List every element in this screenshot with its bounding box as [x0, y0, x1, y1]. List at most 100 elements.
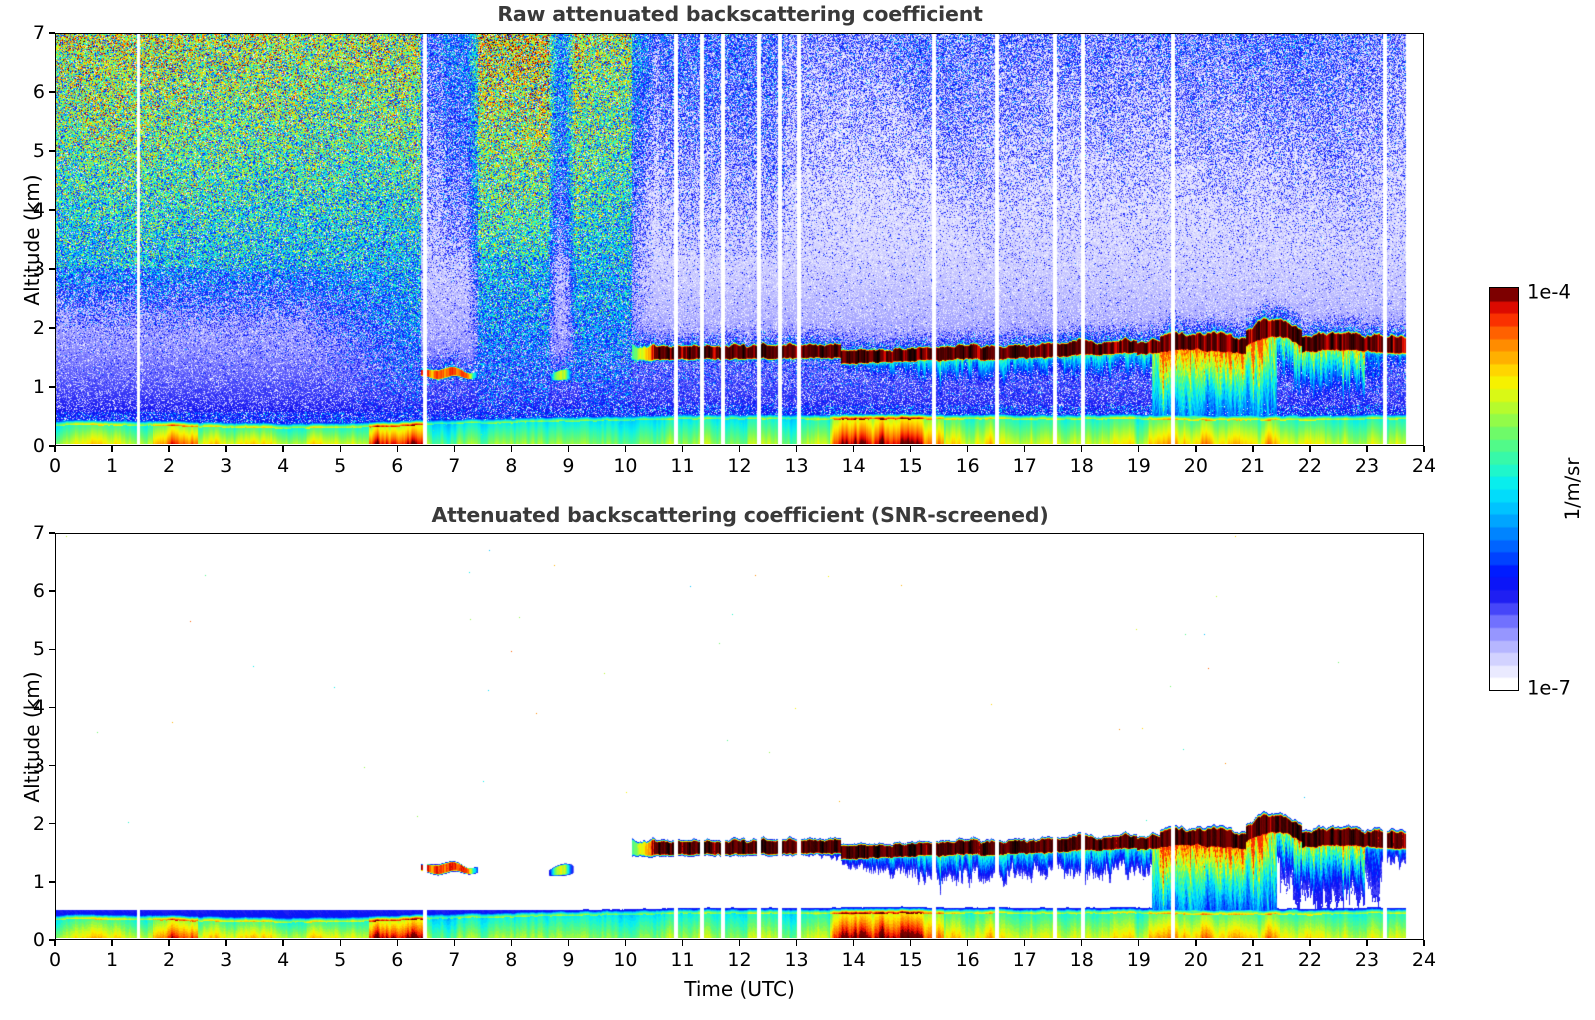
x-tick-label: 15: [898, 455, 923, 477]
x-tick-label: 20: [1183, 455, 1208, 477]
y-tick-label: 0: [32, 929, 45, 951]
y-axis-label-screened: Altitude (km): [20, 671, 44, 803]
x-tick: [1366, 940, 1368, 946]
x-tick: [852, 446, 855, 452]
y-tick-label: 5: [32, 140, 45, 162]
x-tick-label: 23: [1354, 949, 1380, 971]
y-tick-label: 2: [32, 812, 45, 835]
y-tick: [49, 648, 55, 650]
x-tick: [396, 446, 398, 452]
x-tick-label: 14: [841, 455, 866, 477]
x-tick-label: 7: [448, 455, 461, 477]
x-tick-label: 4: [277, 949, 290, 971]
y-tick-label: 1: [32, 870, 45, 893]
x-tick-label: 5: [334, 949, 347, 971]
x-tick-label: 12: [727, 949, 752, 971]
x-tick-label: 22: [1297, 949, 1322, 971]
x-tick-label: 7: [448, 949, 461, 971]
x-tick: [453, 940, 455, 946]
x-tick-label: 8: [505, 949, 518, 971]
x-tick-label: 10: [613, 455, 638, 477]
y-tick-label: 0: [32, 435, 45, 457]
x-tick: [1081, 446, 1083, 452]
y-tick: [49, 764, 55, 767]
x-tick-label: 16: [955, 455, 980, 477]
x-tick: [225, 940, 227, 946]
x-tick: [1024, 940, 1026, 946]
colorbar-min-label: 1e-7: [1527, 676, 1571, 700]
x-tick: [1138, 446, 1140, 452]
x-tick: [795, 940, 798, 946]
x-tick-label: 20: [1183, 949, 1208, 971]
y-tick: [49, 268, 55, 270]
plot-area-raw: [55, 33, 1424, 446]
x-tick: [1138, 940, 1140, 946]
x-tick: [681, 446, 684, 452]
x-tick-label: 14: [841, 949, 866, 971]
y-tick-label: 6: [32, 580, 45, 603]
x-tick: [54, 940, 56, 946]
y-tick-label: 4: [32, 199, 45, 221]
x-tick: [1366, 446, 1368, 452]
x-tick-label: 9: [562, 455, 575, 477]
x-tick: [1024, 446, 1026, 452]
x-tick-label: 23: [1354, 455, 1380, 477]
x-tick: [966, 446, 969, 452]
y-tick: [49, 532, 55, 534]
x-tick-label: 24: [1411, 455, 1437, 477]
heatmap-screened: [56, 534, 1422, 938]
x-tick: [1423, 446, 1425, 452]
x-tick-label: 17: [1012, 455, 1037, 477]
y-tick: [49, 91, 55, 93]
y-tick: [49, 939, 55, 941]
colorbar-gradient: [1489, 287, 1519, 691]
x-tick-label: 11: [670, 949, 695, 971]
y-tick-label: 7: [32, 522, 45, 544]
x-tick: [339, 446, 341, 452]
x-tick-label: 16: [955, 949, 980, 971]
x-tick: [852, 940, 855, 946]
x-tick-label: 15: [898, 949, 923, 971]
panel-title-raw: Raw attenuated backscattering coefficien…: [497, 2, 983, 26]
y-tick: [49, 32, 55, 34]
x-tick: [1309, 940, 1311, 946]
x-tick-label: 17: [1012, 949, 1037, 971]
y-tick-label: 2: [32, 317, 45, 339]
y-tick: [49, 823, 55, 825]
y-tick: [49, 386, 55, 388]
x-tick: [282, 446, 284, 452]
x-tick: [453, 446, 455, 452]
x-tick: [681, 940, 684, 946]
x-tick-label: 13: [784, 949, 809, 971]
y-tick: [49, 445, 55, 447]
x-tick-label: 1: [105, 455, 119, 477]
x-tick: [168, 940, 170, 946]
x-tick-label: 18: [1069, 455, 1094, 477]
x-tick: [1252, 940, 1254, 946]
y-tick-label: 3: [32, 754, 45, 777]
x-tick-label: 24: [1411, 949, 1437, 971]
x-tick-label: 2: [163, 949, 176, 971]
x-tick-label: 0: [48, 949, 62, 971]
x-tick: [738, 446, 741, 452]
x-tick: [1252, 446, 1254, 452]
x-tick: [624, 940, 627, 946]
x-tick: [567, 940, 570, 946]
x-tick: [966, 940, 969, 946]
colorbar-max-label: 1e-4: [1527, 280, 1571, 304]
x-tick: [339, 940, 341, 946]
x-tick-label: 13: [784, 455, 809, 477]
heatmap-raw: [56, 34, 1422, 444]
x-tick: [111, 940, 113, 946]
x-tick-label: 0: [48, 455, 62, 477]
x-tick-label: 21: [1240, 455, 1265, 477]
x-tick: [1423, 940, 1425, 946]
y-tick: [49, 706, 55, 709]
x-tick-label: 3: [220, 455, 233, 477]
y-tick: [49, 209, 55, 211]
x-tick-label: 9: [562, 949, 575, 971]
x-tick-label: 6: [391, 455, 404, 477]
x-tick-label: 12: [727, 455, 752, 477]
x-tick-label: 11: [670, 455, 695, 477]
x-tick-label: 5: [334, 455, 347, 477]
